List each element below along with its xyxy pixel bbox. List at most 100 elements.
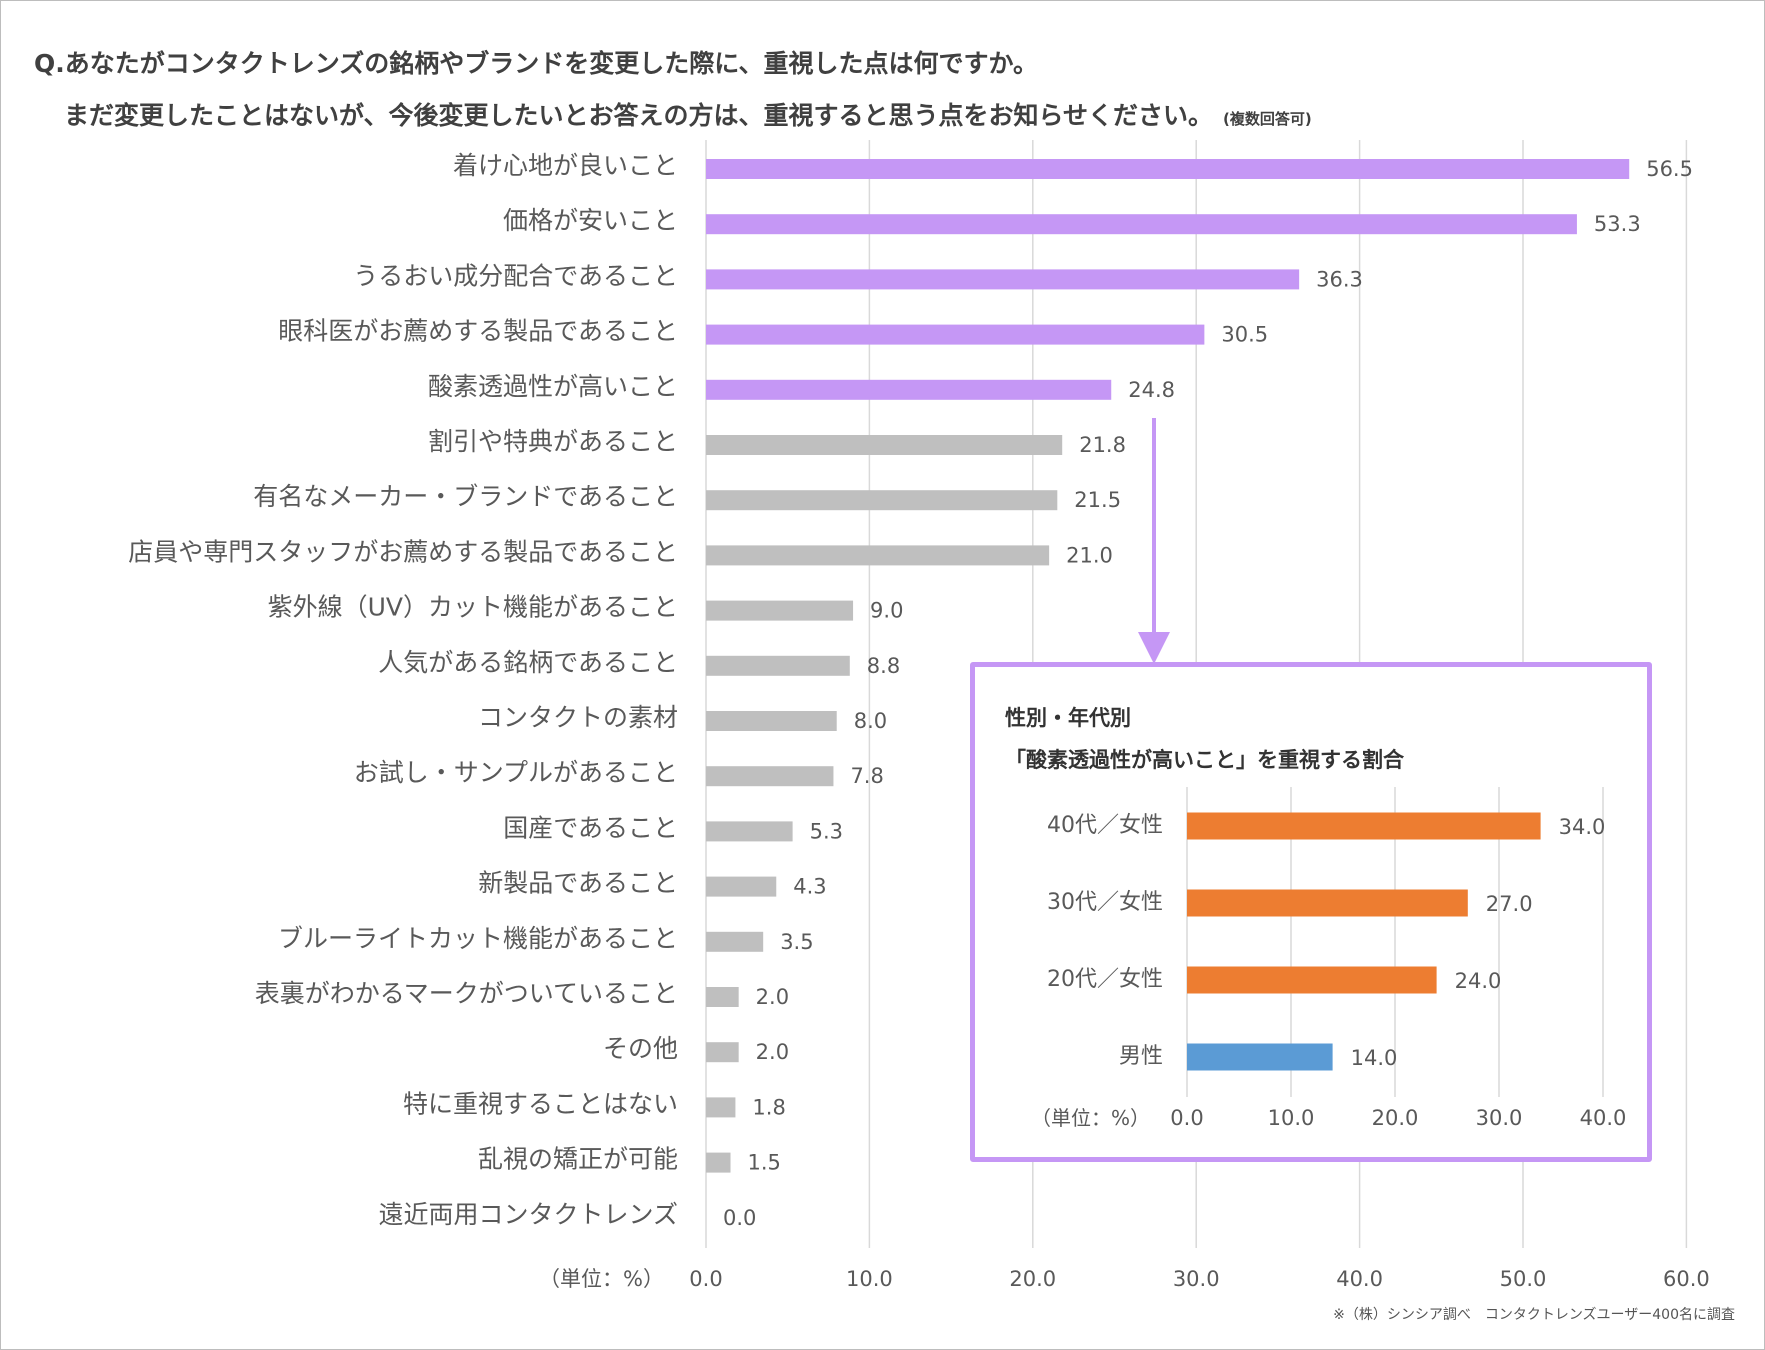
main-category-label: 紫外線（UV）カット機能があること: [268, 593, 678, 622]
main-category-label: 新製品であること: [478, 869, 678, 898]
main-category-label: お試し・サンプルがあること: [354, 758, 678, 787]
main-bar: [706, 821, 793, 842]
question-line-2-text: まだ変更したことはないが、今後変更したいとお答えの方は、重視すると思う点をお知ら…: [64, 101, 1214, 130]
main-category-label: その他: [603, 1034, 678, 1063]
main-bar: [706, 931, 764, 952]
main-bar: [706, 324, 1205, 345]
main-value-label: 9.0: [870, 599, 903, 623]
multiple-answer-note: (複数回答可): [1223, 110, 1312, 128]
inset-category-label: 男性: [1119, 1044, 1163, 1069]
main-value-label: 2.0: [756, 985, 789, 1009]
main-bar: [706, 655, 850, 676]
main-x-tick-label: 40.0: [1336, 1267, 1383, 1291]
inset-category-label: 20代／女性: [1047, 967, 1163, 992]
question-line-1: Q.あなたがコンタクトレンズの銘柄やブランドを変更した際に、重視した点は何ですか…: [34, 49, 1039, 78]
inset-x-tick-label: 30.0: [1476, 1106, 1523, 1130]
main-value-label: 30.5: [1221, 323, 1268, 347]
main-bar: [706, 766, 834, 787]
inset-bar: [1187, 889, 1468, 917]
inset-x-tick-label: 20.0: [1372, 1106, 1419, 1130]
main-bar: [706, 876, 777, 897]
main-category-label: 人気がある銘柄であること: [378, 648, 678, 677]
main-category-label: うるおい成分配合であること: [353, 261, 678, 290]
inset-unit-label: （単位：%）: [1031, 1106, 1150, 1130]
main-value-label: 24.8: [1128, 378, 1175, 402]
main-value-label: 56.5: [1646, 157, 1693, 181]
main-bar: [706, 214, 1577, 235]
inset-x-axis-ticks: 0.0 10.0 20.0 30.0 40.0: [1170, 1106, 1626, 1130]
main-bars: [706, 159, 1630, 1173]
main-value-label: 1.8: [752, 1095, 785, 1119]
main-bar: [706, 269, 1300, 290]
main-value-label: 21.0: [1066, 543, 1113, 567]
main-category-label: 眼科医がお薦めする製品であること: [278, 317, 678, 346]
inset-value-label: 24.0: [1455, 969, 1502, 993]
main-bar: [706, 987, 739, 1007]
main-value-label: 5.3: [810, 819, 843, 843]
inset-chart-panel: 性別・年代別 「酸素透過性が高いこと」を重視する割合 40代／女性 30代／女性 2…: [970, 662, 1652, 1162]
main-category-label: ブルーライトカット機能があること: [278, 924, 678, 953]
main-category-labels: 着け心地が良いこと価格が安いことうるおい成分配合であること眼科医がお薦めする製品…: [128, 151, 678, 1229]
inset-x-tick-label: 40.0: [1580, 1106, 1627, 1130]
main-category-label: 酸素透過性が高いこと: [428, 372, 678, 401]
main-value-label: 53.3: [1594, 212, 1641, 236]
main-value-label: 8.8: [867, 654, 900, 678]
main-x-tick-label: 30.0: [1173, 1267, 1220, 1291]
main-value-labels: 56.5 53.3 36.3 30.5 24.8 21.8 21.5 21.0 9.0 8.8 8.…: [723, 157, 1693, 1230]
main-value-label: 8.0: [854, 709, 887, 733]
main-bar: [706, 1042, 739, 1063]
inset-x-tick-label: 10.0: [1268, 1106, 1315, 1130]
main-value-label: 36.3: [1316, 267, 1363, 291]
inset-value-label: 27.0: [1486, 892, 1533, 916]
inset-title-line-1: 性別・年代別: [1005, 706, 1131, 730]
main-category-label: 店員や専門スタッフがお薦めする製品であること: [128, 537, 678, 566]
main-x-axis-ticks: 0.0 10.0 20.0 30.0 40.0 50.0 60.0: [689, 1267, 1709, 1291]
inset-value-label: 14.0: [1351, 1046, 1398, 1070]
main-x-tick-label: 0.0: [689, 1267, 722, 1291]
inset-category-label: 30代／女性: [1047, 890, 1163, 915]
main-value-label: 21.5: [1074, 488, 1121, 512]
main-bar: [706, 379, 1112, 400]
main-category-label: 割引や特典があること: [428, 427, 678, 456]
main-category-label: 価格が安いこと: [503, 206, 678, 235]
main-category-label: 国産であること: [503, 813, 678, 842]
main-x-tick-label: 10.0: [846, 1267, 893, 1291]
main-category-label: コンタクトの素材: [478, 703, 678, 732]
inset-category-label: 40代／女性: [1047, 813, 1163, 838]
main-bar: [706, 1097, 736, 1118]
inset-title: 性別・年代別 「酸素透過性が高いこと」を重視する割合: [1005, 697, 1404, 781]
main-bar: [706, 600, 854, 621]
main-x-tick-label: 20.0: [1009, 1267, 1056, 1291]
main-value-label: 4.3: [793, 875, 826, 899]
main-category-label: 特に重視することはない: [403, 1089, 678, 1118]
main-category-label: 有名なメーカー・ブランドであること: [253, 482, 678, 511]
main-value-label: 2.0: [756, 1040, 789, 1064]
main-category-label: 表裏がわかるマークがついていること: [255, 979, 678, 1008]
question-line-2: まだ変更したことはないが、今後変更したいとお答えの方は、重視すると思う点をお知ら…: [34, 90, 1312, 145]
question-text: Q.あなたがコンタクトレンズの銘柄やブランドを変更した際に、重視した点は何ですか…: [34, 38, 1312, 145]
main-category-label: 遠近両用コンタクトレンズ: [378, 1200, 678, 1229]
main-value-label: 7.8: [850, 764, 883, 788]
main-bar: [706, 159, 1630, 179]
main-bar: [706, 711, 837, 731]
inset-bar: [1187, 966, 1437, 994]
inset-value-labels: 34.0 27.0 24.0 14.0: [1351, 815, 1606, 1070]
main-bar: [706, 1152, 731, 1173]
main-value-label: 1.5: [748, 1151, 781, 1175]
main-x-tick-label: 50.0: [1500, 1267, 1547, 1291]
inset-bar: [1187, 1043, 1333, 1071]
source-note: ※（株）シンシア調べ コンタクトレンズユーザー400名に調査: [1333, 1307, 1735, 1323]
main-bar: [706, 545, 1050, 566]
main-value-label: 0.0: [723, 1206, 756, 1230]
main-unit-label: （単位：%）: [539, 1267, 664, 1291]
main-value-label: 3.5: [780, 930, 813, 954]
main-value-label: 21.8: [1079, 433, 1126, 457]
main-category-label: 乱視の矯正が可能: [478, 1145, 678, 1174]
main-bar: [706, 435, 1063, 455]
inset-bars: [1187, 812, 1541, 1071]
main-bar: [706, 490, 1058, 511]
inset-value-label: 34.0: [1559, 815, 1606, 839]
main-category-label: 着け心地が良いこと: [453, 151, 678, 180]
